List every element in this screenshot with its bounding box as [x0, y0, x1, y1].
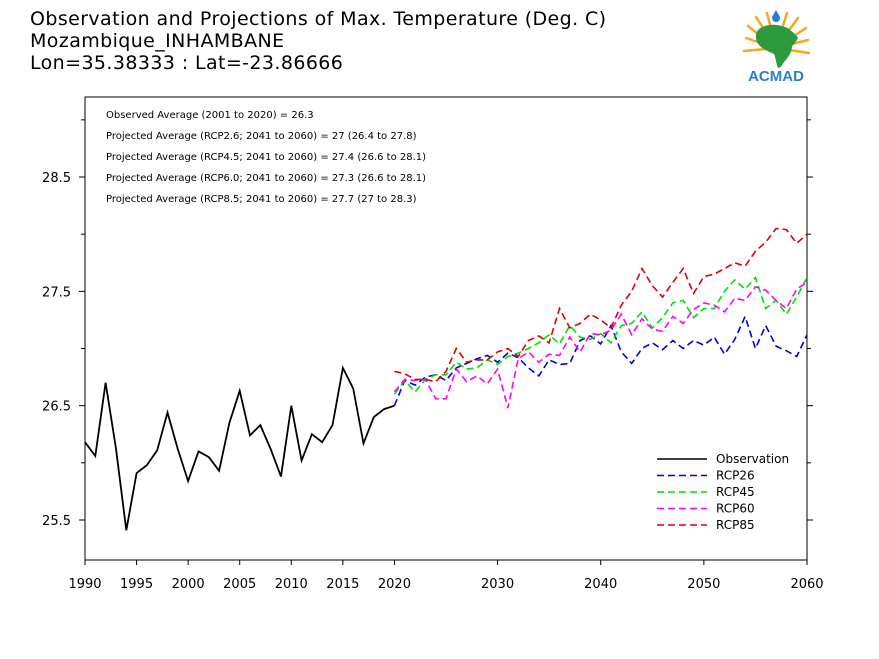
logo-text: ACMAD: [748, 68, 804, 84]
chart-title-block: Observation and Projections of Max. Temp…: [30, 8, 606, 74]
x-tick-label: 2040: [584, 577, 617, 592]
acmad-logo: ACMAD: [736, 8, 816, 85]
chart-title: Observation and Projections of Max. Temp…: [30, 8, 607, 30]
x-tick-label: 2010: [275, 577, 308, 592]
chart-subtitle-coordinates: Lon=35.38333 : Lat=-23.86666: [30, 52, 344, 74]
annotation-line: Projected Average (RCP6.0; 2041 to 2060)…: [106, 173, 426, 184]
annotation-layer: Observed Average (2001 to 2020) = 26.3 Pr…: [106, 110, 426, 205]
series-layer: [84, 227, 808, 531]
y-tick-label: 28.5: [42, 171, 71, 186]
legend-label: RCP45: [716, 485, 755, 499]
annotation-line: Observed Average (2001 to 2020) = 26.3: [106, 110, 314, 121]
legend: Observation RCP26 RCP45 RCP60 RCP85: [657, 452, 789, 532]
x-tick-label: 2050: [687, 577, 720, 592]
annotation-line: Projected Average (RCP8.5; 2041 to 2060)…: [106, 194, 417, 205]
x-tick-label: 1990: [68, 577, 101, 592]
legend-label: RCP60: [716, 502, 755, 516]
y-tick-label: 25.5: [42, 514, 71, 529]
x-tick-label: 2005: [223, 577, 256, 592]
chart-subtitle-location: Mozambique_INHAMBANE: [30, 30, 285, 52]
water-drop: [772, 10, 780, 22]
legend-label: RCP85: [716, 518, 755, 532]
series-line-rcp26: [393, 314, 808, 407]
africa-map-icon: ACMAD: [742, 10, 811, 85]
africa-shape: [755, 24, 798, 68]
series-line-rcp85: [394, 227, 808, 383]
plot-frame: [84, 96, 808, 561]
legend-label: RCP26: [716, 469, 755, 483]
x-tick-label: 2015: [326, 577, 359, 592]
x-tick-label: 2030: [481, 577, 514, 592]
x-tick-label: 1995: [120, 577, 153, 592]
annotation-line: Projected Average (RCP2.6; 2041 to 2060)…: [106, 131, 417, 142]
x-tick-label: 2000: [172, 577, 205, 592]
axes-layer: 1990 1995 2000 2005 2010 2015 2020 2030 2040 2050…: [42, 119, 824, 592]
series-line-rcp45: [393, 276, 808, 395]
series-line-observation: [84, 365, 395, 531]
annotation-line: Projected Average (RCP4.5; 2041 to 2060)…: [106, 152, 426, 163]
legend-label: Observation: [716, 452, 789, 466]
x-tick-label: 2020: [378, 577, 411, 592]
series-line-rcp60: [393, 281, 808, 409]
x-tick-label: 2060: [790, 577, 823, 592]
y-tick-label: 26.5: [42, 400, 71, 415]
y-tick-label: 27.5: [42, 285, 71, 300]
